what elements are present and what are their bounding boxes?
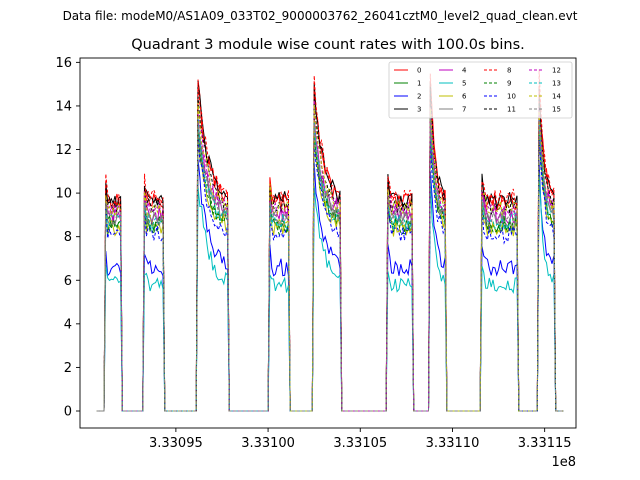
legend-label-14: 14 <box>552 93 561 101</box>
legend-label-8: 8 <box>507 67 511 75</box>
x-tick-label: 3.33110 <box>426 436 480 451</box>
x-tick-label: 3.33095 <box>149 436 203 451</box>
x-tick-label: 3.33115 <box>518 436 572 451</box>
legend-label-12: 12 <box>552 67 561 75</box>
x-tick-label: 3.33105 <box>333 436 387 451</box>
legend-frame <box>388 61 573 119</box>
series-line-8 <box>96 69 564 412</box>
x-offset-label: 1e8 <box>551 455 576 470</box>
plot-area-frame <box>79 57 577 429</box>
x-axis: 3.33095 3.33100 3.33105 3.33110 3.33115 <box>149 428 572 451</box>
legend-label-6: 6 <box>462 93 467 101</box>
legend-label-15: 15 <box>552 106 561 114</box>
y-tick-label: 4 <box>64 317 72 332</box>
legend-label-1: 1 <box>417 80 421 88</box>
legend-label-0: 0 <box>417 67 421 75</box>
legend-label-3: 3 <box>417 106 421 114</box>
y-tick-label: 0 <box>64 405 72 420</box>
x-tick-label: 3.33100 <box>241 436 295 451</box>
y-tick-label: 10 <box>55 187 72 202</box>
legend-label-7: 7 <box>462 106 466 114</box>
y-tick-label: 2 <box>64 361 72 376</box>
series-line-15 <box>96 116 564 412</box>
legend-label-13: 13 <box>552 80 561 88</box>
y-tick-label: 12 <box>55 143 72 158</box>
legend-label-11: 11 <box>507 106 516 114</box>
plot-series <box>96 69 564 412</box>
legend-label-4: 4 <box>462 67 467 75</box>
legend-label-2: 2 <box>417 93 421 101</box>
legend-label-5: 5 <box>462 80 466 88</box>
chart-title: Quadrant 3 module wise count rates with … <box>131 37 525 53</box>
legend-label-9: 9 <box>507 80 511 88</box>
y-tick-label: 16 <box>55 56 72 71</box>
figure-suptitle: Data file: modeM0/AS1A09_033T02_90000037… <box>63 9 578 23</box>
y-tick-label: 6 <box>64 274 72 289</box>
y-tick-label: 14 <box>55 99 72 114</box>
y-axis: 0 2 4 6 8 10 12 14 16 <box>55 56 80 420</box>
legend-label-10: 10 <box>507 93 516 101</box>
y-tick-label: 8 <box>64 230 72 245</box>
